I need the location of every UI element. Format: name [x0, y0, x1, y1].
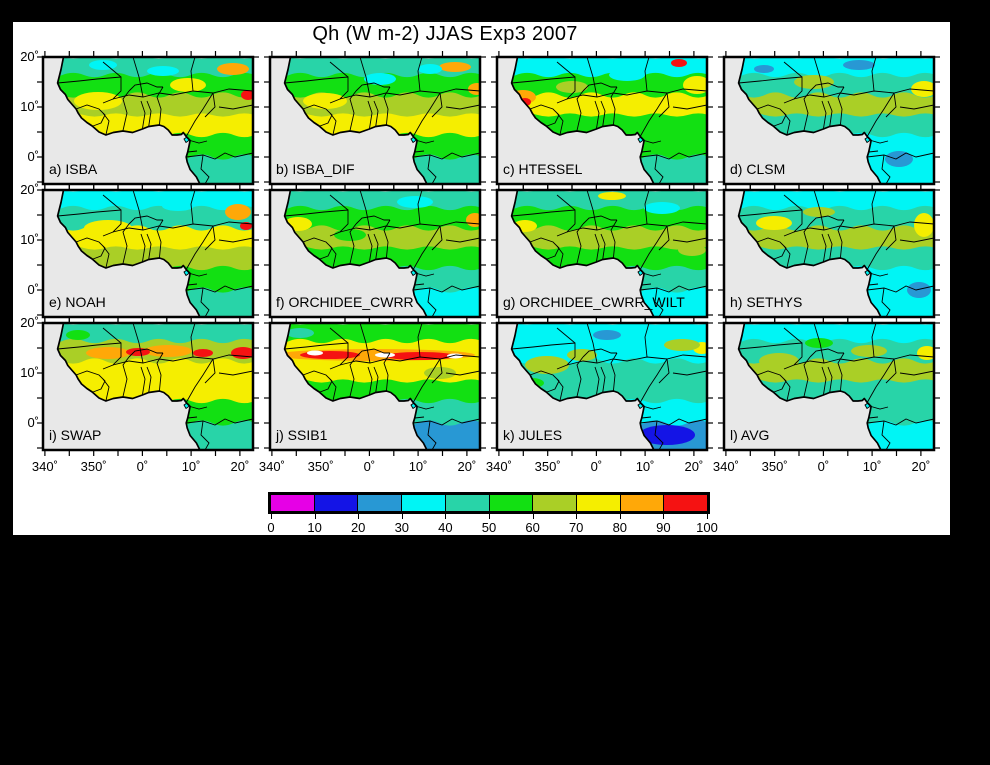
colorbar-swatch — [575, 495, 620, 511]
map-panel-clsm: d) CLSM — [715, 48, 943, 193]
panel-label-i: i) SWAP — [49, 427, 102, 443]
colorbar — [268, 492, 710, 514]
colorbar-tick-label: 50 — [481, 520, 497, 535]
colorbar-tick-label: 20 — [350, 520, 366, 535]
x-axis-tick-label: 10˚ — [635, 459, 655, 474]
x-axis-tick-label: 350˚ — [761, 459, 788, 474]
x-axis-tick-label: 0˚ — [363, 459, 376, 474]
colorbar-swatch — [313, 495, 358, 511]
y-axis-tick-label: 10˚ — [20, 232, 39, 247]
x-axis-tick-label: 0˚ — [136, 459, 149, 474]
colorbar-tick-label: 40 — [438, 520, 453, 535]
panel-label-b: b) ISBA_DIF — [276, 161, 355, 177]
x-axis-tick-label: 20˚ — [457, 459, 477, 474]
colorbar-tick-label: 60 — [525, 520, 540, 535]
colorbar-tick-label: 80 — [612, 520, 628, 535]
colorbar-tick-label: 100 — [696, 520, 718, 535]
colorbar-tick — [314, 514, 316, 519]
colorbar-tick — [358, 514, 360, 519]
x-axis-tick-label: 340˚ — [712, 459, 739, 474]
x-axis-tick-label: 20˚ — [684, 459, 704, 474]
x-axis-tick-label: 20˚ — [230, 459, 250, 474]
x-axis-tick-label: 340˚ — [485, 459, 512, 474]
y-axis-tick-label: 20˚ — [20, 315, 39, 330]
colorbar-tick — [445, 514, 447, 519]
colorbar-tick — [707, 514, 708, 519]
map-panel-avg: l) AVG — [715, 314, 943, 459]
colorbar-swatch — [532, 495, 576, 511]
panel-label-h: h) SETHYS — [730, 294, 803, 310]
colorbar-tick-label: 0 — [267, 520, 275, 535]
panel-label-e: e) NOAH — [49, 294, 106, 310]
colorbar-tick — [489, 514, 490, 519]
map-panel-jules: k) JULES — [488, 314, 716, 459]
map-panel-noah: e) NOAH — [34, 181, 262, 326]
panel-label-f: f) ORCHIDEE_CWRR — [276, 294, 414, 310]
colorbar-swatch — [663, 495, 708, 511]
colorbar-swatch — [619, 495, 664, 511]
panel-label-d: d) CLSM — [730, 161, 786, 177]
colorbar-tick — [532, 514, 534, 519]
panel-label-k: k) JULES — [503, 427, 563, 443]
map-panel-isba: a) ISBA — [34, 48, 262, 193]
x-axis-tick-label: 350˚ — [534, 459, 561, 474]
colorbar-tick — [401, 514, 403, 519]
y-axis-tick-label: 0˚ — [27, 282, 39, 297]
colorbar-tick-label: 10 — [307, 520, 322, 535]
figure-canvas: Qh (W m-2) JJAS Exp3 2007 a) ISBA b) ISBA… — [13, 22, 950, 535]
map-panel-swap: i) SWAP — [34, 314, 262, 459]
panel-label-g: g) ORCHIDEE_CWRR_WILT — [503, 294, 685, 310]
x-axis-tick-label: 340˚ — [258, 459, 285, 474]
x-axis-tick-label: 340˚ — [31, 459, 58, 474]
y-axis-tick-label: 0˚ — [27, 415, 39, 430]
y-axis-tick-label: 10˚ — [20, 365, 39, 380]
map-panel-orchidee_cwrr_wilt: g) ORCHIDEE_CWRR_WILT — [488, 181, 716, 326]
colorbar-tick-label: 90 — [656, 520, 671, 535]
colorbar-tick — [576, 514, 578, 519]
colorbar-tick-label: 30 — [394, 520, 410, 535]
map-panel-ssib1: j) SSIB1 — [261, 314, 489, 459]
map-panel-sethys: h) SETHYS — [715, 181, 943, 326]
colorbar-tick — [619, 514, 621, 519]
x-axis-tick-label: 10˚ — [181, 459, 201, 474]
x-axis-tick-label: 350˚ — [307, 459, 334, 474]
colorbar-swatch — [357, 495, 402, 511]
y-axis-tick-label: 0˚ — [27, 149, 39, 164]
colorbar-tick — [271, 514, 272, 519]
figure-title: Qh (W m-2) JJAS Exp3 2007 — [312, 23, 578, 45]
colorbar-tick — [663, 514, 665, 519]
colorbar-swatch — [444, 495, 489, 511]
map-panel-htessel: c) HTESSEL — [488, 48, 716, 193]
colorbar-swatch — [271, 495, 314, 511]
x-axis-tick-label: 10˚ — [408, 459, 428, 474]
map-panel-isba_dif: b) ISBA_DIF — [261, 48, 489, 193]
panel-label-c: c) HTESSEL — [503, 161, 583, 177]
x-axis-tick-label: 0˚ — [590, 459, 603, 474]
x-axis-tick-label: 0˚ — [817, 459, 830, 474]
map-panel-orchidee_cwrr: f) ORCHIDEE_CWRR — [261, 181, 489, 326]
x-axis-tick-label: 10˚ — [862, 459, 882, 474]
y-axis-tick-label: 10˚ — [20, 99, 39, 114]
colorbar-swatch — [488, 495, 533, 511]
y-axis-tick-label: 20˚ — [20, 49, 39, 64]
colorbar-swatch — [401, 495, 445, 511]
x-axis-tick-label: 350˚ — [80, 459, 107, 474]
x-axis-tick-label: 20˚ — [911, 459, 931, 474]
panel-label-j: j) SSIB1 — [276, 427, 328, 443]
y-axis-tick-label: 20˚ — [20, 182, 39, 197]
colorbar-tick-label: 70 — [568, 520, 584, 535]
panel-label-l: l) AVG — [730, 427, 770, 443]
panel-label-a: a) ISBA — [49, 161, 98, 177]
